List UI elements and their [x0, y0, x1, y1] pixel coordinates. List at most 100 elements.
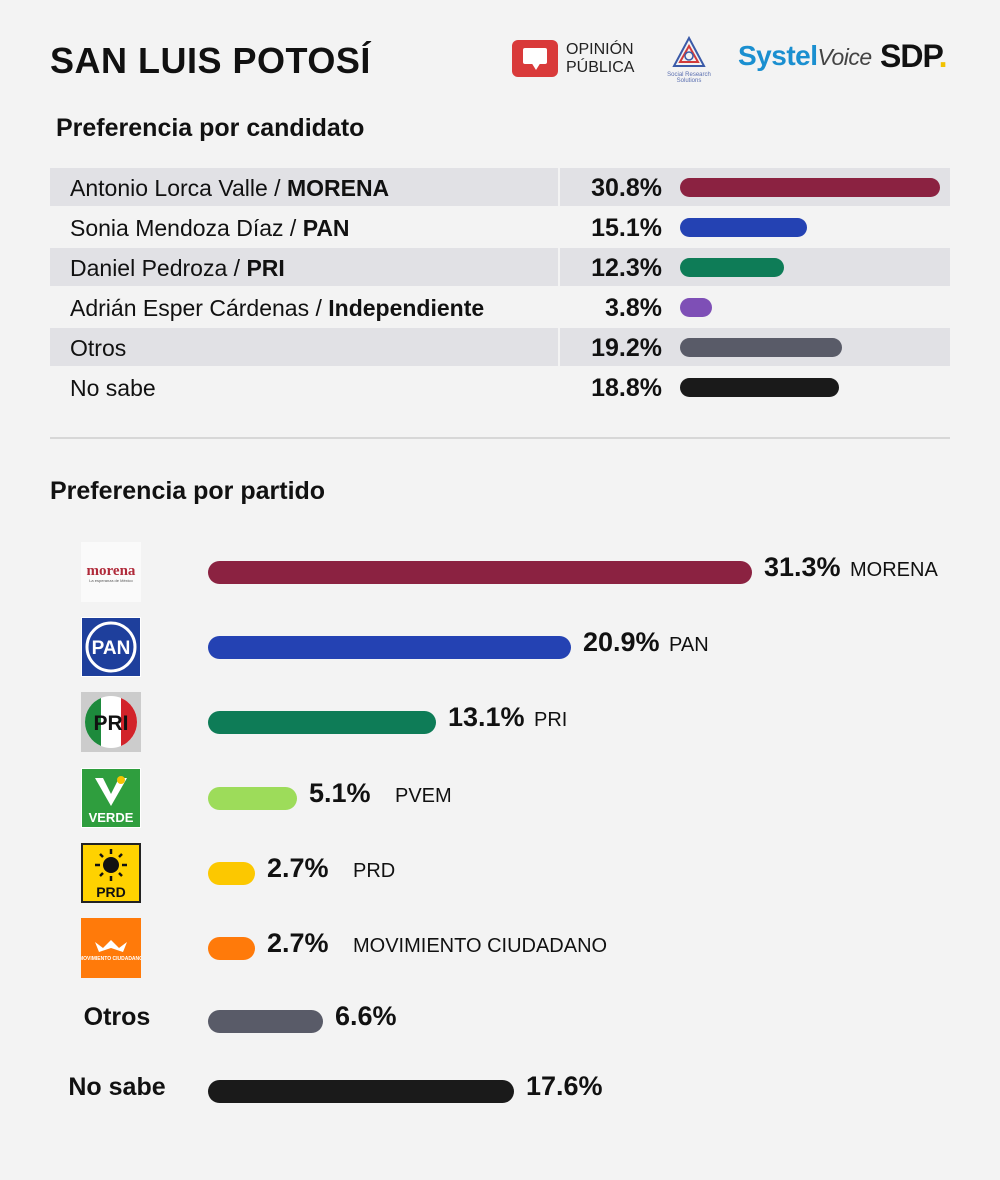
- party-row: No sabe 17.6%: [0, 1061, 1000, 1125]
- party-row: Otros 6.6%: [0, 991, 1000, 1055]
- systel-word: Systel: [738, 40, 818, 71]
- party-section-title: Preferencia por partido: [50, 477, 326, 505]
- candidate-row: Sonia Mendoza Díaz / PAN 15.1%: [50, 208, 950, 248]
- candidate-name-cell: Adrián Esper Cárdenas / Independiente: [50, 288, 558, 326]
- sdp-dot: .: [938, 38, 948, 74]
- name-separator: /: [227, 255, 247, 281]
- candidate-value-cell: 19.2%: [560, 328, 950, 366]
- section-divider: [50, 437, 950, 439]
- party-row: PRD 2.7% PRD: [0, 843, 1000, 907]
- name-separator: /: [309, 295, 329, 321]
- morena-slogan: La esperanza de México: [89, 578, 133, 583]
- pri-logo-text: PRI: [93, 712, 128, 735]
- pan-logo: PAN: [81, 617, 141, 677]
- verde-logo: VERDE: [81, 768, 141, 828]
- candidate-bar: [680, 338, 842, 357]
- candidate-value-cell: 18.8%: [560, 368, 950, 406]
- candidate-party: PRI: [246, 255, 285, 281]
- candidate-name: Daniel Pedroza: [70, 255, 228, 281]
- candidate-party: MORENA: [286, 175, 390, 201]
- candidate-party: Independiente: [328, 295, 485, 321]
- party-row: VERDE 5.1% PVEM: [0, 768, 1000, 832]
- pri-logo: PRI: [81, 692, 141, 752]
- candidate-row: Otros 19.2%: [50, 328, 950, 368]
- srs-subtitle: Social Research Solutions: [667, 72, 711, 84]
- candidate-party: PAN: [302, 215, 350, 241]
- candidate-percent-label: 12.3%: [591, 254, 662, 282]
- party-row: MOVIMIENTO CIUDADANO 2.7% MOVIMIENTO CIUDA…: [0, 918, 1000, 982]
- mc-logo-text: MOVIMIENTO CIUDADANO: [81, 956, 141, 962]
- party-name-label: PRI: [534, 709, 568, 731]
- candidate-name-cell: Daniel Pedroza / PRI: [50, 248, 558, 286]
- party-bar: [208, 1010, 323, 1033]
- party-percent-label: 20.9%: [583, 627, 660, 657]
- movimiento-ciudadano-logo: MOVIMIENTO CIUDADANO: [79, 918, 143, 978]
- candidate-row: Antonio Lorca Valle / MORENA 30.8%: [50, 168, 950, 208]
- party-name-label: PVEM: [395, 785, 452, 807]
- sponsor-logos: OPINIÓN PÚBLICA Social Research Solution…: [510, 35, 955, 84]
- candidate-name: Antonio Lorca Valle: [70, 175, 268, 201]
- party-percent-label: 13.1%: [448, 702, 525, 732]
- party-percent-label: 17.6%: [526, 1071, 603, 1101]
- candidate-percent-label: 18.8%: [591, 374, 662, 402]
- party-bar: [208, 862, 255, 885]
- pan-logo-text: PAN: [92, 638, 131, 659]
- candidate-name: Sonia Mendoza Díaz: [70, 215, 284, 241]
- party-row: PAN 20.9% PAN: [0, 617, 1000, 681]
- page-title: SAN LUIS POTOSÍ: [50, 40, 371, 81]
- candidate-value-cell: 15.1%: [560, 208, 950, 246]
- party-bar: [208, 787, 297, 810]
- party-percent-label: 5.1%: [309, 778, 371, 808]
- candidate-bar: [680, 178, 940, 197]
- opinion-publica-logo: OPINIÓN PÚBLICA: [512, 40, 637, 80]
- candidate-name-cell: Sonia Mendoza Díaz / PAN: [50, 208, 558, 246]
- sdp-logo: SDP.: [880, 38, 948, 75]
- candidate-name-cell: Otros: [50, 328, 558, 366]
- candidate-percent-label: 30.8%: [591, 174, 662, 202]
- party-name-label: MORENA: [850, 559, 938, 581]
- party-percent-label: 6.6%: [335, 1001, 397, 1031]
- morena-logo: morena La esperanza de México: [81, 542, 141, 602]
- candidate-row: No sabe 18.8%: [50, 368, 950, 408]
- candidate-value-cell: 30.8%: [560, 168, 950, 206]
- party-name-label: PRD: [353, 860, 396, 882]
- party-percent-label: 2.7%: [267, 853, 329, 883]
- sdp-word: SDP: [880, 38, 940, 74]
- candidate-chart: Antonio Lorca Valle / MORENA 30.8% Sonia M…: [50, 168, 950, 408]
- candidate-percent-label: 15.1%: [591, 214, 662, 242]
- prd-logo: PRD: [81, 843, 141, 903]
- party-bar: [208, 636, 571, 659]
- party-category-label: Otros: [83, 1003, 151, 1031]
- candidate-name-cell: No sabe: [50, 368, 558, 406]
- candidate-bar: [680, 378, 839, 397]
- party-category-label: No sabe: [68, 1073, 166, 1101]
- party-bar: [208, 711, 436, 734]
- party-name-label: PAN: [669, 634, 709, 656]
- party-percent-label: 2.7%: [267, 928, 329, 958]
- candidate-name: Otros: [70, 335, 127, 361]
- party-bar: [208, 937, 255, 960]
- name-separator: /: [283, 215, 303, 241]
- social-research-solutions-logo: Social Research Solutions: [658, 35, 720, 84]
- prd-logo-text: PRD: [96, 884, 126, 900]
- candidate-row: Adrián Esper Cárdenas / Independiente 3.8…: [50, 288, 950, 328]
- opinion-publica-line-1: OPINIÓN: [566, 41, 634, 58]
- party-name-label: MOVIMIENTO CIUDADANO: [353, 935, 608, 957]
- verde-logo-text: VERDE: [89, 810, 134, 825]
- speech-bubble-icon: [512, 40, 558, 77]
- candidate-bar: [680, 298, 712, 317]
- name-separator: /: [267, 175, 287, 201]
- opinion-publica-line-2: PÚBLICA: [566, 59, 635, 76]
- candidate-value-cell: 3.8%: [560, 288, 950, 326]
- systel-voice-logo: SystelVoice: [738, 40, 872, 72]
- candidate-name: Adrián Esper Cárdenas: [70, 295, 310, 321]
- party-percent-label: 31.3%: [764, 552, 841, 582]
- voice-word: Voice: [817, 44, 873, 70]
- candidate-percent-label: 3.8%: [605, 294, 662, 322]
- morena-logo-text: morena: [87, 563, 136, 579]
- party-row: PRI 13.1% PRI: [0, 692, 1000, 756]
- candidate-name: No sabe: [70, 375, 156, 401]
- party-row: morena La esperanza de México 31.3% MORENA: [0, 542, 1000, 606]
- party-bar: [208, 1080, 514, 1103]
- candidate-name-cell: Antonio Lorca Valle / MORENA: [50, 168, 558, 206]
